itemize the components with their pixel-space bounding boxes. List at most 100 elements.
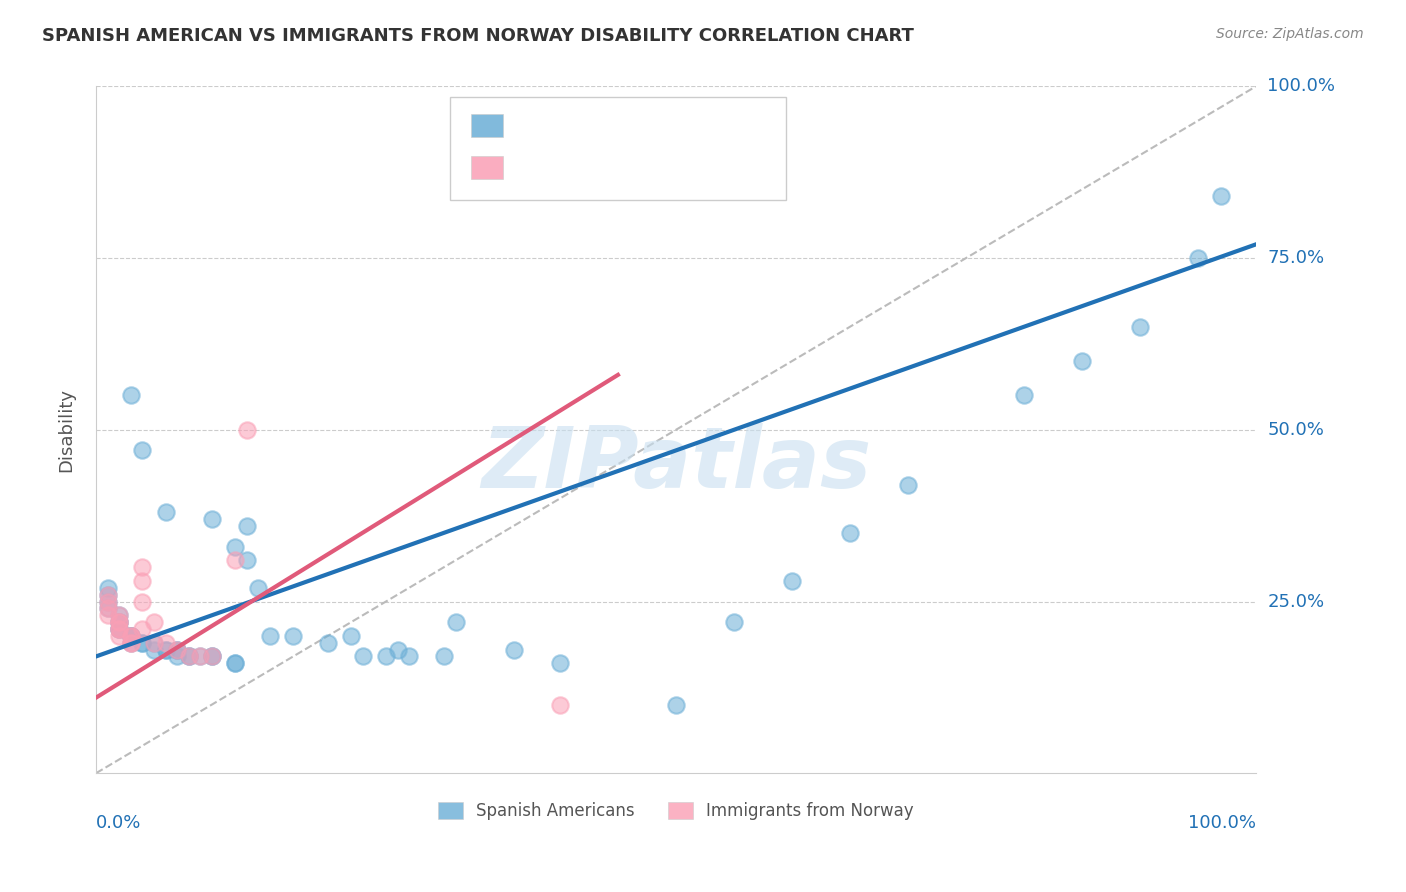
Point xyxy=(398,649,420,664)
Point xyxy=(108,622,131,636)
Text: R =: R = xyxy=(517,158,553,176)
Point xyxy=(224,540,246,554)
Point xyxy=(97,581,120,595)
Text: ZIPatlas: ZIPatlas xyxy=(481,423,872,506)
Point xyxy=(155,505,177,519)
FancyBboxPatch shape xyxy=(450,96,786,200)
Point xyxy=(131,560,153,574)
Point xyxy=(259,629,281,643)
Point xyxy=(1070,354,1092,368)
Point xyxy=(120,629,142,643)
Point xyxy=(108,615,131,629)
Text: 100.0%: 100.0% xyxy=(1267,78,1336,95)
Point xyxy=(166,642,188,657)
Point xyxy=(387,642,409,657)
Point xyxy=(190,649,212,664)
Point xyxy=(433,649,456,664)
Point xyxy=(224,657,246,671)
Text: 25.0%: 25.0% xyxy=(1267,592,1324,610)
Point xyxy=(97,608,120,623)
Point xyxy=(120,636,142,650)
Text: R =: R = xyxy=(517,115,553,133)
Point xyxy=(97,601,120,615)
Point xyxy=(316,636,339,650)
Point xyxy=(120,636,142,650)
Point xyxy=(120,388,142,402)
Point xyxy=(897,477,920,491)
Point xyxy=(177,649,200,664)
Point xyxy=(143,636,166,650)
Point xyxy=(838,525,860,540)
Point xyxy=(108,622,131,636)
Text: 59: 59 xyxy=(668,115,690,133)
Point xyxy=(201,649,224,664)
Text: 100.0%: 100.0% xyxy=(1188,814,1256,832)
Point xyxy=(155,642,177,657)
Point xyxy=(108,608,131,623)
Point xyxy=(108,608,131,623)
Point xyxy=(166,642,188,657)
Point xyxy=(131,636,153,650)
Text: Source: ZipAtlas.com: Source: ZipAtlas.com xyxy=(1216,27,1364,41)
FancyBboxPatch shape xyxy=(471,114,503,136)
Point xyxy=(340,629,363,643)
Point xyxy=(177,649,200,664)
Point xyxy=(1129,319,1152,334)
Point xyxy=(236,519,259,533)
Point xyxy=(502,642,524,657)
Point xyxy=(108,615,131,629)
Point xyxy=(120,629,142,643)
Point xyxy=(97,588,120,602)
FancyBboxPatch shape xyxy=(471,156,503,179)
Point xyxy=(120,636,142,650)
Point xyxy=(131,636,153,650)
Point xyxy=(190,649,212,664)
Point xyxy=(723,615,745,629)
Point xyxy=(548,657,571,671)
Point xyxy=(548,698,571,712)
Point xyxy=(224,657,246,671)
Text: SPANISH AMERICAN VS IMMIGRANTS FROM NORWAY DISABILITY CORRELATION CHART: SPANISH AMERICAN VS IMMIGRANTS FROM NORW… xyxy=(42,27,914,45)
Text: N =: N = xyxy=(630,115,666,133)
Point xyxy=(131,443,153,458)
Legend: Spanish Americans, Immigrants from Norway: Spanish Americans, Immigrants from Norwa… xyxy=(432,795,921,827)
Point xyxy=(780,574,803,588)
Point xyxy=(108,615,131,629)
Point xyxy=(131,574,153,588)
Point xyxy=(108,622,131,636)
Point xyxy=(97,588,120,602)
Point xyxy=(444,615,467,629)
Point xyxy=(120,629,142,643)
Text: 28: 28 xyxy=(668,158,690,176)
Point xyxy=(155,636,177,650)
Point xyxy=(201,649,224,664)
Point xyxy=(97,594,120,608)
Point xyxy=(1012,388,1035,402)
Point xyxy=(1209,189,1232,203)
Text: 0.672: 0.672 xyxy=(557,115,609,133)
Y-axis label: Disability: Disability xyxy=(58,388,75,472)
Point xyxy=(201,512,224,526)
Text: 0.0%: 0.0% xyxy=(96,814,142,832)
Point xyxy=(131,594,153,608)
Point xyxy=(108,622,131,636)
Point xyxy=(97,601,120,615)
Point xyxy=(236,553,259,567)
Point xyxy=(247,581,270,595)
Point xyxy=(201,649,224,664)
Point xyxy=(375,649,398,664)
Point xyxy=(120,629,142,643)
Text: 0.782: 0.782 xyxy=(557,158,609,176)
Point xyxy=(665,698,688,712)
Point xyxy=(155,642,177,657)
Point xyxy=(236,423,259,437)
Point xyxy=(131,622,153,636)
Point xyxy=(166,649,188,664)
Text: N =: N = xyxy=(630,158,666,176)
Point xyxy=(143,642,166,657)
Point xyxy=(352,649,374,664)
Point xyxy=(143,615,166,629)
Point xyxy=(143,636,166,650)
Point xyxy=(120,629,142,643)
Point xyxy=(283,629,305,643)
